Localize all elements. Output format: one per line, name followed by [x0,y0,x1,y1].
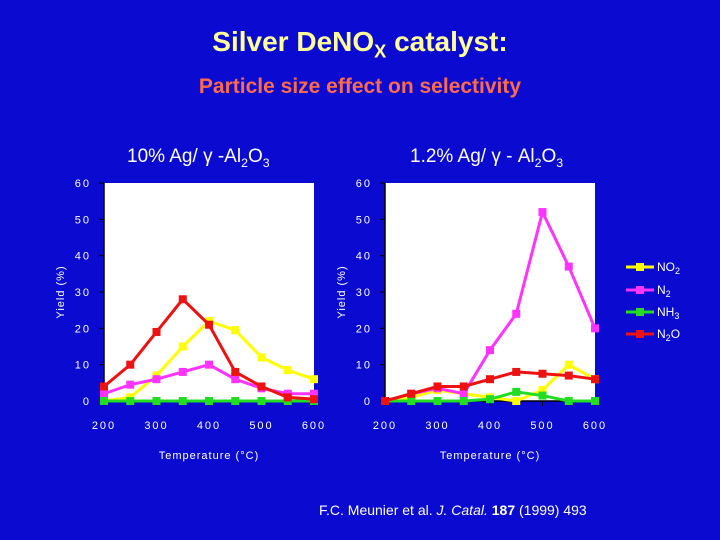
chart1-point-no2 [257,353,266,362]
chart2-point-n2 [459,389,468,398]
citation: F.C. Meunier et al. J. Catal. 187 (1999)… [319,502,587,518]
chart1-y-tick-label: 10 [75,360,91,372]
chart1-point-n2 [152,375,161,384]
chart1-point-n2 [205,360,213,369]
chart2-y-axis-label: Yield (%) [336,265,348,318]
chart2-x-tick-label: 500 [530,420,554,432]
chart1-point-n2o [231,367,240,376]
legend-label-n2o: N2O [657,327,680,343]
chart2-y-tick-label: 20 [356,323,372,335]
chart2-point-n2 [512,309,521,318]
chart2-point-n2o [407,389,416,398]
chart1-point-nh3 [100,397,108,405]
chart2-point-n2o [512,367,521,376]
chart1-point-n2o [257,382,266,391]
chart2-point-n2o [591,375,599,384]
chart2-y-tick-label: 10 [356,360,372,372]
chart1-y-tick-label: 50 [75,214,91,226]
chart2-point-nh3 [591,397,599,405]
chart1-x-axis-label: Temperature (°C) [159,450,259,462]
legend-label-nh3: NH3 [657,305,679,321]
chart1-point-n2 [231,375,240,384]
chart1-point-n2 [310,389,318,398]
chart2-point-nh3 [538,391,547,400]
chart1-point-n2o [126,360,135,369]
chart1-point-n2 [178,367,187,376]
chart1-y-tick-label: 30 [75,287,91,299]
chart1-point-nh3 [205,397,213,405]
chart1-x-tick-label: 300 [144,420,168,432]
chart2-x-tick-label: 600 [583,420,607,432]
chart1-x-tick-label: 200 [92,420,116,432]
chart1-point-nh3 [178,397,187,405]
chart1-y-tick-label: 60 [75,178,91,190]
chart2-x-tick-label: 300 [425,420,449,432]
chart2-point-n2o [433,382,442,391]
legend-marker-nh3 [636,308,644,316]
chart2-x-tick-label: 400 [478,420,502,432]
chart1-point-n2o [283,393,292,402]
chart1-point-no2 [178,342,187,351]
chart2-point-no2 [538,386,547,395]
chart1-point-nh3 [257,397,266,405]
chart1-point-n2o [152,327,161,336]
chart2-point-n2o [564,371,573,380]
chart1-y-tick-label: 40 [75,251,91,263]
chart2-point-nh3 [486,395,494,404]
slide-title: Silver DeNOX catalyst: [212,26,508,62]
chart2-point-n2o [381,397,389,405]
chart1-point-no2 [310,375,318,384]
chart1-point-n2o [205,320,213,329]
chart2-point-n2 [538,208,547,217]
chart2-point-n2 [564,262,573,271]
chart2-point-nh3 [564,397,573,405]
chart1-x-tick-label: 500 [249,420,273,432]
chart2-y-tick-label: 30 [356,287,372,299]
chart2-x-axis-label: Temperature (°C) [440,450,540,462]
legend-marker-n2o [636,330,644,338]
chart2-point-nh3 [459,397,468,405]
chart2-point-no2 [564,360,573,369]
chart2-y-tick-label: 60 [356,178,372,190]
chart1-point-nh3 [152,397,161,405]
chart1-point-n2 [126,380,135,389]
chart1-point-no2 [231,326,240,335]
chart-title-right: 1.2% Ag/ γ - Al2O3 [410,146,564,170]
chart2-y-tick-label: 50 [356,214,372,226]
legend-marker-no2 [636,263,644,271]
chart1-point-n2o [178,295,187,304]
chart2-point-nh3 [512,387,521,396]
chart1-point-n2 [100,389,108,398]
chart2-point-n2o [486,375,494,384]
chart2-point-n2 [486,346,494,355]
chart2-point-n2o [459,382,468,391]
chart1-y-tick-label: 0 [83,396,91,408]
chart2-point-n2 [591,324,599,333]
chart1-x-tick-label: 600 [302,420,326,432]
legend-marker-n2 [636,286,644,294]
chart1-point-nh3 [231,397,240,405]
chart2-y-tick-label: 40 [356,251,372,263]
legend-label-no2: NO2 [657,260,680,276]
chart2-x-tick-label: 200 [373,420,397,432]
chart2-plot-area [385,183,595,401]
legend-label-n2: N2 [657,283,671,299]
chart2-point-n2o [538,369,547,378]
chart2-y-tick-label: 0 [364,396,372,408]
slide-subtitle: Particle size effect on selectivity [198,75,522,98]
chart2-point-nh3 [433,397,442,405]
chart1-point-nh3 [126,397,135,405]
chart-title-left: 10% Ag/ γ -Al2O3 [127,146,270,170]
chart1-y-tick-label: 20 [75,323,91,335]
chart2-point-no2 [512,397,521,405]
chart1-point-no2 [283,366,292,375]
chart1-y-axis-label: Yield (%) [55,265,67,318]
chart1-x-tick-label: 400 [197,420,221,432]
chart2-point-nh3 [407,397,416,405]
chart1-point-n2o [100,382,108,391]
chart1-point-n2o [310,395,318,404]
